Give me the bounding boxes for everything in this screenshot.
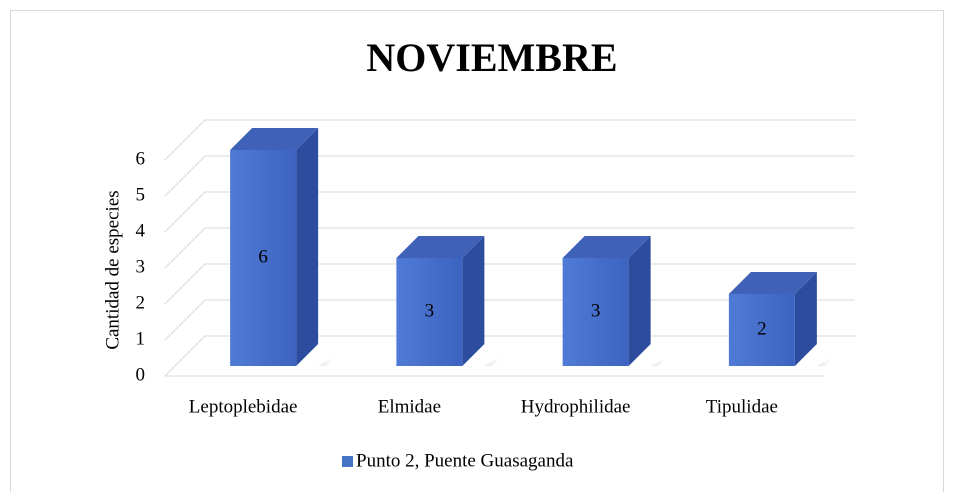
y-tick-label: 5: [136, 184, 146, 205]
bar: [396, 258, 463, 366]
data-label: 3: [591, 300, 601, 321]
grid-line: [164, 191, 855, 233]
chart-title: NOVIEMBRE: [366, 35, 617, 80]
grid-line: [164, 119, 855, 161]
y-axis-label: Cantidad de especies: [102, 190, 123, 349]
grid-line: [164, 227, 855, 269]
bar-shadow: [230, 356, 337, 366]
x-tick-label: Elmidae: [378, 396, 441, 417]
grid-line: [164, 155, 855, 197]
bar: [230, 150, 297, 366]
bar-shadow: [396, 356, 503, 366]
legend-swatch: [342, 456, 353, 467]
bar-top: [230, 128, 319, 150]
bar-side: [462, 236, 485, 366]
bar-top: [396, 236, 485, 258]
y-tick-label: 0: [136, 364, 146, 385]
x-tick-label: Hydrophilidae: [521, 396, 631, 417]
bar: [562, 258, 629, 366]
bar: [728, 294, 795, 366]
y-tick-label: 1: [136, 328, 146, 349]
legend-label: Punto 2, Puente Guasaganda: [356, 450, 574, 471]
y-tick-label: 2: [136, 292, 146, 313]
bar-side: [628, 236, 651, 366]
bar-shadow: [562, 356, 669, 366]
y-tick-label: 3: [136, 256, 146, 277]
y-tick-label: 4: [136, 220, 146, 241]
bar-top: [728, 272, 817, 294]
y-tick-label: 6: [136, 148, 146, 169]
bar-side: [296, 128, 319, 366]
bar-shadow: [728, 356, 835, 366]
data-label: 3: [425, 300, 435, 321]
bar-top: [562, 236, 651, 258]
x-tick-label: Leptoplebidae: [189, 396, 298, 417]
x-tick-label: Tipulidae: [706, 396, 778, 417]
data-label: 6: [258, 246, 268, 267]
bar-side: [794, 272, 817, 366]
data-label: 2: [757, 318, 767, 339]
